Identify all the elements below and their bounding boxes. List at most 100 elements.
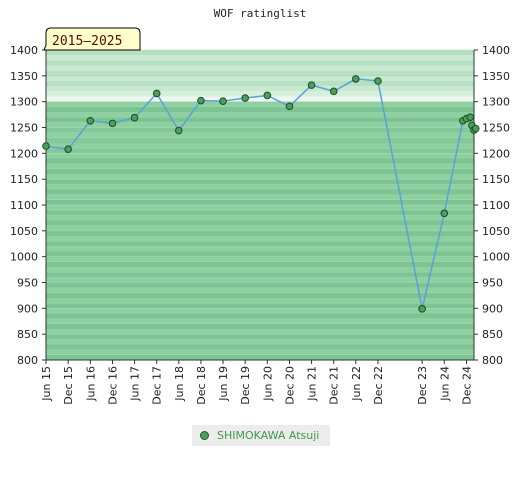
x-tick-label: Dec 23	[416, 366, 429, 405]
grid-band	[46, 127, 474, 133]
grid-band	[46, 292, 474, 298]
background-bands	[46, 49, 474, 361]
grid-band	[46, 354, 474, 360]
x-tick-label: Jun 18	[173, 366, 186, 402]
grid-band	[46, 184, 474, 190]
grid-band	[46, 143, 474, 149]
x-tick-label: Dec 17	[151, 366, 164, 405]
x-tick-label: Dec 19	[239, 366, 252, 405]
grid-band	[46, 153, 474, 159]
x-tick-label: Jun 16	[84, 366, 97, 402]
period-badge: 2015—2025	[43, 27, 141, 51]
grid-band	[46, 194, 474, 200]
grid-band	[46, 96, 474, 102]
grid-band	[46, 277, 474, 283]
y-tick-label-left: 1350	[10, 70, 38, 83]
y-tick-label-left: 1200	[10, 147, 38, 160]
grid-band	[46, 174, 474, 180]
grid-band	[46, 137, 474, 143]
y-axis-right: 800 850 900 950 1000 1050 1100 1150 1200 1250 1300…	[474, 44, 510, 367]
y-tick-label-left: 950	[17, 277, 38, 290]
grid-band	[46, 60, 474, 66]
legend-marker	[200, 431, 209, 440]
grid-band	[46, 246, 474, 252]
x-axis: Jun 15 Dec 15 Jun 16 Dec 16 Jun 17 Dec 17 Jun …	[40, 360, 473, 405]
y-tick-label-right: 800	[482, 354, 503, 367]
data-point	[42, 142, 50, 150]
grid-band	[46, 81, 474, 87]
x-tick-label: Dec 22	[372, 366, 385, 405]
grid-band	[46, 55, 474, 61]
legend: SHIMOKAWA Atsuji	[192, 425, 330, 446]
y-tick-label-left: 1050	[10, 225, 38, 238]
grid-band	[46, 75, 474, 81]
grid-band	[46, 117, 474, 123]
y-tick-label-right: 1350	[482, 70, 510, 83]
grid-band	[46, 65, 474, 71]
grid-band	[46, 308, 474, 314]
grid-band	[46, 132, 474, 138]
y-tick-label-right: 950	[482, 277, 503, 290]
grid-band	[46, 122, 474, 128]
grid-band	[46, 163, 474, 169]
y-tick-label-right: 1250	[482, 122, 510, 135]
grid-band	[46, 303, 474, 309]
grid-band	[46, 256, 474, 262]
x-tick-label: Jun 15	[40, 366, 53, 402]
grid-band	[46, 272, 474, 278]
grid-band	[46, 349, 474, 355]
legend-series-label: SHIMOKAWA Atsuji	[217, 429, 320, 442]
grid-band	[46, 86, 474, 92]
y-tick-label-left: 1400	[10, 44, 38, 57]
period-badge-text: 2015—2025	[52, 34, 122, 49]
y-tick-label-right: 900	[482, 302, 503, 315]
y-tick-label-left: 1000	[10, 251, 38, 264]
grid-band	[46, 225, 474, 231]
grid-band	[46, 210, 474, 216]
grid-band	[46, 282, 474, 288]
grid-band	[46, 261, 474, 267]
data-point	[86, 116, 95, 125]
grid-band	[46, 298, 474, 304]
grid-band	[46, 267, 474, 273]
grid-band	[46, 199, 474, 205]
data-point	[440, 209, 449, 218]
data-point	[351, 75, 360, 83]
y-tick-label-left: 1100	[10, 199, 38, 212]
grid-band	[46, 323, 474, 329]
x-tick-label: Jun 17	[129, 366, 142, 402]
data-point	[471, 124, 480, 133]
grid-band	[46, 220, 474, 226]
data-point	[197, 96, 205, 105]
x-tick-label: Jun 24	[438, 366, 451, 402]
series-shimokawa	[42, 75, 480, 313]
grid-band	[46, 158, 474, 164]
grid-band	[46, 318, 474, 324]
x-tick-label: Jun 20	[261, 366, 274, 402]
y-axis-left: 800 850 900 950 1000 1050 1100 1150 1200 1250 1300…	[10, 44, 46, 367]
grid-band	[46, 148, 474, 154]
grid-band	[46, 70, 474, 76]
y-tick-label-left: 1300	[10, 96, 38, 109]
data-point	[241, 94, 249, 102]
data-point	[307, 81, 316, 89]
x-tick-label: Jun 22	[350, 366, 363, 402]
y-tick-label-right: 1000	[482, 251, 510, 264]
grid-band	[46, 179, 474, 185]
y-tick-label-left: 850	[17, 328, 38, 341]
data-point	[466, 113, 475, 121]
y-tick-label-right: 1300	[482, 96, 510, 109]
y-tick-label-right: 1150	[482, 173, 510, 186]
grid-band	[46, 251, 474, 257]
x-tick-label: Dec 24	[460, 366, 473, 405]
x-tick-label: Jun 21	[306, 366, 319, 402]
x-tick-label: Jun 19	[217, 366, 230, 402]
grid-band	[46, 230, 474, 236]
data-point	[263, 91, 272, 100]
data-point	[219, 97, 227, 105]
x-tick-label: Dec 16	[107, 366, 120, 405]
y-tick-label-right: 1050	[482, 225, 510, 238]
y-tick-label-left: 1250	[10, 122, 38, 135]
data-point	[64, 145, 72, 153]
grid-band	[46, 50, 474, 56]
